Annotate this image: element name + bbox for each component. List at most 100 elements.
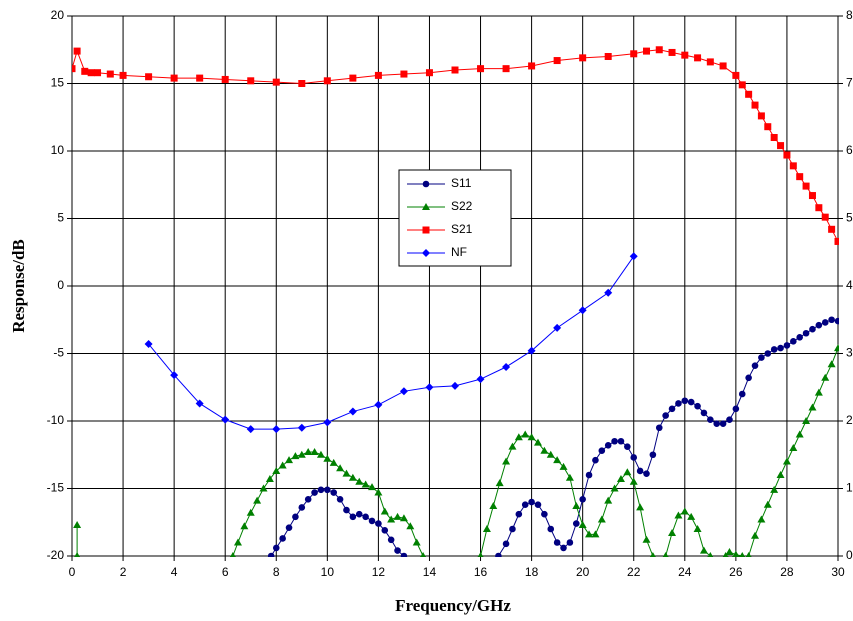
legend-label: NF [451,245,467,259]
marker [821,319,829,326]
y-tick-label: 0 [57,278,64,292]
marker [348,407,357,416]
marker [317,486,325,494]
marker [687,512,696,520]
marker [572,502,581,510]
marker [834,344,839,352]
marker [789,162,797,170]
marker [553,323,562,332]
marker [777,344,784,352]
x-tick-label: 2 [120,565,127,579]
marker [94,69,102,77]
marker [394,547,401,554]
marker [726,416,733,423]
marker [348,473,357,481]
marker [585,530,594,538]
x-tick-label: 28 [780,565,794,579]
marker [425,69,433,77]
marker [694,54,702,62]
marker [629,252,638,261]
marker [636,467,644,475]
marker [802,182,810,190]
marker [323,418,332,427]
marker [298,80,306,87]
marker [374,71,382,79]
marker [406,522,415,530]
marker [598,447,606,455]
marker [707,416,714,423]
marker [355,510,363,518]
marker [553,57,561,65]
marker [195,399,204,408]
marker [336,496,344,503]
marker [297,423,306,432]
y-tick-label: 10 [51,143,65,157]
marker [451,381,459,390]
marker [259,484,268,492]
marker [630,50,638,58]
marker [343,506,350,514]
marker [368,517,376,525]
marker [783,151,791,159]
marker [662,412,669,419]
marker [381,527,389,534]
x-tick-label: 0 [69,565,76,579]
marker [514,433,523,441]
marker [751,362,759,369]
marker [828,316,835,324]
marker [694,402,701,410]
marker [553,539,561,546]
marker [732,71,740,79]
marker [399,387,408,396]
legend-marker [422,226,430,234]
marker [565,473,574,481]
y2-tick-label: 4 [846,278,853,292]
marker [566,539,574,546]
marker [623,468,632,476]
marker [298,504,306,511]
marker [323,454,332,462]
x-tick-label: 8 [273,565,280,579]
marker [693,525,702,532]
marker [324,486,331,494]
marker [342,469,351,477]
marker [336,464,345,472]
marker [247,77,255,85]
marker [578,520,587,528]
marker [770,134,778,141]
marker [221,415,230,424]
marker [783,342,791,349]
marker [420,552,426,557]
marker [495,552,502,557]
marker [170,371,179,380]
marker [482,525,491,532]
marker [808,192,816,200]
y-tick-label: -20 [47,548,65,562]
marker [265,475,274,483]
marker [681,51,689,59]
marker [604,288,613,297]
marker [170,74,178,82]
x-tick-label: 22 [627,565,641,579]
y2-tick-label: 6 [846,143,853,157]
marker [739,552,746,557]
marker [330,489,338,496]
marker [304,448,313,456]
marker [559,462,568,470]
marker [687,398,695,406]
marker [387,515,396,523]
marker [355,477,364,485]
x-tick-label: 16 [474,565,488,579]
y-tick-label: -15 [47,481,65,495]
marker [534,501,542,509]
marker [380,507,389,515]
marker [246,508,255,516]
marker [316,450,325,458]
y2-tick-label: 0 [846,548,853,562]
marker [81,67,89,75]
marker [758,354,765,361]
marker [572,520,580,527]
marker [636,503,645,511]
legend-marker [422,249,430,257]
marker [764,350,772,357]
